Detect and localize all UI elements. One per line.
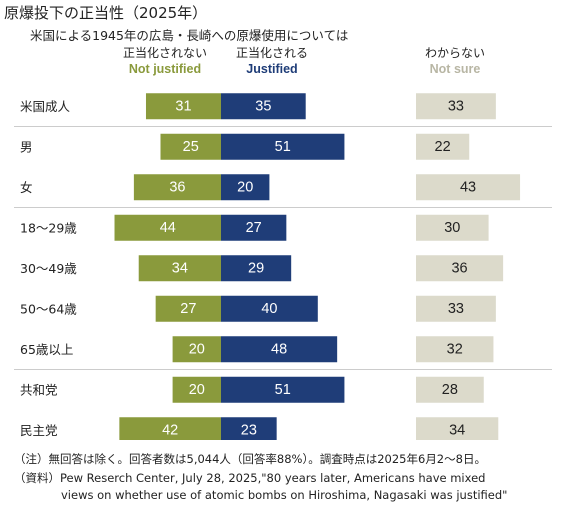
value-label-justified: 29: [248, 260, 264, 276]
value-label-not-justified: 34: [172, 260, 188, 276]
bar-justified: [221, 255, 292, 282]
footnote-source: （資料）Pew Reserch Center, July 28, 2025,"8…: [14, 471, 486, 485]
category-label: 65歳以上: [20, 342, 73, 357]
bar-justified: [221, 174, 270, 201]
header-not-sure: わからない Not sure: [405, 45, 505, 77]
bar-justified: [221, 295, 318, 322]
category-label: 民主党: [20, 423, 58, 438]
value-label-not-sure: 28: [442, 382, 458, 398]
value-label-not-sure: 34: [449, 422, 465, 438]
category-label: 30〜49歳: [20, 261, 77, 276]
chart-subtitle: 米国による1945年の広島・長崎への原爆使用については: [30, 28, 349, 43]
value-label-not-sure: 33: [448, 301, 464, 317]
value-label-justified: 23: [241, 422, 257, 438]
footnote-source-cont: views on whether use of atomic bombs on …: [61, 488, 508, 502]
bar-not-justified: [138, 255, 221, 282]
bar-not-sure: [416, 214, 489, 241]
bar-justified: [221, 417, 277, 440]
header-justified-jp: 正当化される: [235, 46, 308, 60]
value-label-not-sure: 32: [447, 341, 463, 357]
bar-not-sure: [416, 255, 504, 282]
value-label-justified: 20: [237, 179, 253, 195]
header-justified-en: Justified: [246, 62, 298, 76]
bar-not-justified: [172, 336, 221, 363]
bar-not-justified: [172, 376, 221, 403]
bar-justified: [221, 93, 306, 120]
value-label-justified: 40: [261, 301, 277, 317]
value-label-justified: 27: [246, 220, 262, 236]
header-not-justified-jp: 正当化されない: [122, 46, 207, 60]
value-label-not-sure: 30: [444, 220, 460, 236]
bar-not-justified: [155, 295, 221, 322]
category-label: 男: [20, 139, 33, 154]
bar-not-justified: [160, 133, 221, 160]
value-label-justified: 51: [275, 139, 291, 155]
bar-not-sure: [416, 295, 496, 322]
category-label: 18〜29歳: [20, 220, 77, 235]
bar-not-sure: [416, 376, 484, 403]
bar-not-sure: [416, 93, 496, 120]
bar-not-justified: [114, 214, 221, 241]
category-label: 50〜64歳: [20, 301, 77, 316]
bar-not-justified: [133, 174, 221, 201]
value-label-not-sure: 43: [460, 179, 476, 195]
bar-justified: [221, 133, 345, 160]
category-label: 女: [20, 180, 33, 195]
value-label-not-justified: 25: [183, 139, 199, 155]
bar-justified: [221, 214, 287, 241]
header-justified: 正当化される Justified: [222, 45, 322, 77]
bar-not-sure: [416, 174, 521, 201]
value-label-not-justified: 27: [180, 301, 196, 317]
value-label-not-sure: 36: [451, 260, 467, 276]
header-not-sure-en: Not sure: [429, 62, 481, 76]
value-label-not-sure: 33: [448, 98, 464, 114]
footnote-note: （注）無回答は除く。回答者数は5,044人（回答率88%）。調査時点は2025年…: [14, 452, 486, 466]
value-label-not-sure: 22: [435, 139, 451, 155]
value-label-not-justified: 31: [175, 98, 191, 114]
value-label-justified: 51: [275, 382, 291, 398]
bar-not-justified: [145, 93, 221, 120]
value-label-not-justified: 20: [189, 382, 205, 398]
category-label: 共和党: [20, 382, 58, 397]
value-label-not-justified: 36: [169, 179, 185, 195]
value-label-justified: 35: [255, 98, 271, 114]
value-label-not-justified: 42: [162, 422, 178, 438]
bar-justified: [221, 376, 345, 403]
value-label-justified: 48: [271, 341, 287, 357]
bar-not-sure: [416, 336, 494, 363]
chart-title: 原爆投下の正当性（2025年）: [4, 4, 208, 22]
header-not-justified-en: Not justified: [128, 62, 202, 76]
category-label: 米国成人: [20, 99, 71, 114]
header-not-justified: 正当化されない Not justified: [110, 45, 220, 77]
value-label-not-justified: 20: [189, 341, 205, 357]
diverging-bar-chart: 米国成人 31 35 33 男 25 51 22 女 36 20 43 18〜29歳 44 27 30 30〜4…: [14, 93, 552, 440]
bar-not-justified: [119, 417, 221, 440]
value-label-not-justified: 44: [160, 220, 176, 236]
header-not-sure-jp: わからない: [424, 46, 485, 60]
bar-justified: [221, 336, 338, 363]
bar-not-sure: [416, 417, 499, 440]
bar-not-sure: [416, 133, 470, 160]
